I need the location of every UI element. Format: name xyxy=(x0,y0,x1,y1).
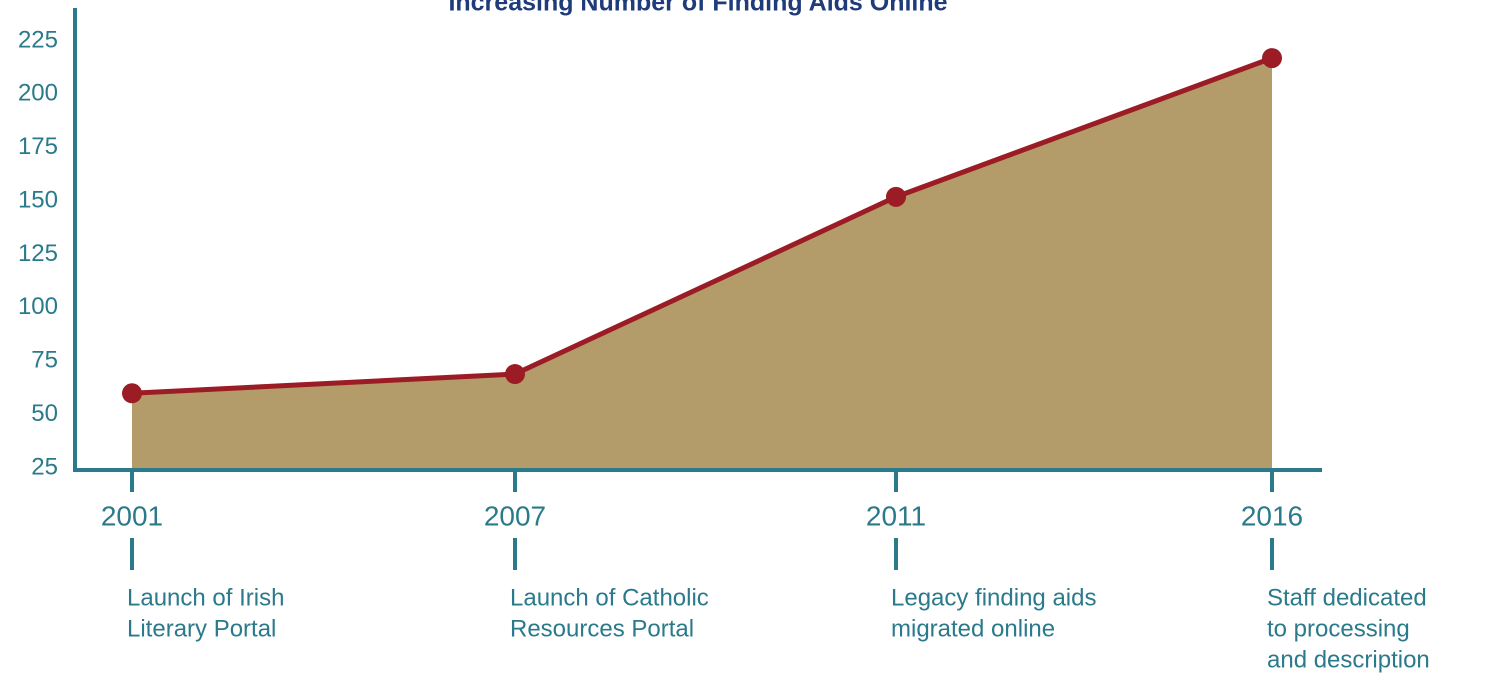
annotation: Resources Portal xyxy=(510,615,694,642)
line xyxy=(131,55,1273,396)
x-tick-label: 2001 xyxy=(101,500,163,531)
x-tick-label: 2007 xyxy=(484,500,546,531)
point xyxy=(122,383,142,404)
annotation: Launch of Irish xyxy=(127,584,284,611)
x-tick-label: 2011 xyxy=(866,500,926,531)
y-tick-label: 225 xyxy=(18,26,58,53)
chart-title: Increasing Number of Finding Aids Online xyxy=(448,0,947,17)
point xyxy=(1262,48,1282,69)
y-tick-label: 175 xyxy=(18,133,58,160)
annotation: Literary Portal xyxy=(127,615,276,642)
annotation: migrated online xyxy=(891,615,1055,642)
area xyxy=(132,58,1272,470)
y-tick-label: 150 xyxy=(18,186,58,213)
y-tick-label: 100 xyxy=(18,293,58,320)
y-tick-label: 200 xyxy=(18,80,58,107)
x-tick-label: 2016 xyxy=(1241,500,1303,531)
y-tick-label: 125 xyxy=(18,240,58,267)
annotation: Legacy finding aids xyxy=(891,584,1096,611)
annotation: Staff dedicated xyxy=(1267,584,1427,611)
y-tick-label: 75 xyxy=(31,347,58,374)
annotation: and description xyxy=(1267,646,1430,673)
y-tick-label: 50 xyxy=(31,400,58,427)
annotation: Launch of Catholic xyxy=(510,584,709,611)
point xyxy=(886,186,906,207)
annotation: to processing xyxy=(1267,615,1410,642)
y-tick-label: 25 xyxy=(31,453,58,480)
point xyxy=(505,364,525,385)
